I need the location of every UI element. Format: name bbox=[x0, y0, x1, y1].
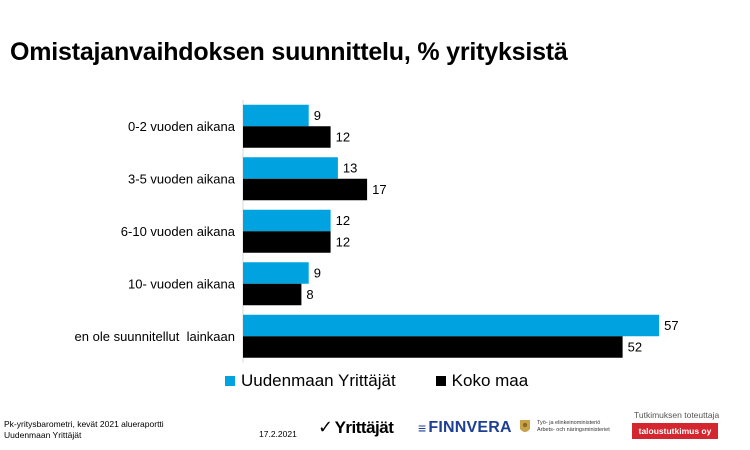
legend-label-uudenmaan: Uudenmaan Yrittäjät bbox=[241, 371, 396, 390]
chart-legend: Uudenmaan Yrittäjät Koko maa bbox=[225, 371, 528, 391]
yrittajat-mark-icon: ✓ bbox=[318, 417, 333, 437]
report-date: 17.2.2021 bbox=[259, 429, 297, 439]
bar-koko-maa bbox=[243, 178, 368, 201]
chart-title: Omistajanvaihdoksen suunnittelu, % yrity… bbox=[10, 38, 568, 66]
data-label-uudenmaan: 57 bbox=[664, 318, 678, 333]
legend-label-koko-maa: Koko maa bbox=[451, 371, 529, 390]
bar-uudenmaan bbox=[243, 209, 331, 232]
data-label-uudenmaan: 9 bbox=[314, 108, 321, 123]
bar-koko-maa bbox=[243, 126, 331, 148]
bar-uudenmaan bbox=[243, 262, 309, 284]
source-note: Pk-yritysbarometri, kevät 2021 aluerapor… bbox=[4, 419, 164, 441]
legend-item-uudenmaan: Uudenmaan Yrittäjät bbox=[225, 371, 396, 391]
category-label: 3-5 vuoden aikana bbox=[128, 171, 236, 186]
source-line-1: Pk-yritysbarometri, kevät 2021 aluerapor… bbox=[4, 419, 164, 429]
yrittajat-logo-text: Yrittäjät bbox=[334, 417, 394, 437]
yrittajat-logo: ✓ Yrittäjät bbox=[318, 417, 394, 438]
research-label: Tutkimuksen toteuttaja bbox=[634, 410, 720, 420]
category-label: 10- vuoden aikana bbox=[128, 276, 236, 291]
data-label-koko-maa: 52 bbox=[628, 340, 642, 355]
data-label-uudenmaan: 9 bbox=[314, 266, 321, 281]
data-label-koko-maa: 12 bbox=[336, 235, 350, 250]
bar-uudenmaan bbox=[243, 157, 338, 179]
source-line-2: Uudenmaan Yrittäjät bbox=[4, 430, 82, 440]
data-label-koko-maa: 8 bbox=[306, 287, 313, 302]
finnvera-logo-text: FINNVERA bbox=[428, 419, 512, 436]
bar-koko-maa bbox=[243, 231, 331, 253]
data-label-uudenmaan: 13 bbox=[343, 161, 357, 176]
data-label-koko-maa: 17 bbox=[372, 182, 386, 197]
legend-swatch-koko-maa bbox=[435, 376, 446, 386]
bar-koko-maa bbox=[243, 283, 302, 306]
bar-uudenmaan bbox=[243, 314, 660, 337]
legend-item-koko-maa: Koko maa bbox=[435, 371, 529, 391]
data-label-koko-maa: 12 bbox=[336, 130, 350, 145]
category-label: 6-10 vuoden aikana bbox=[121, 224, 236, 239]
finnvera-arrow-icon: ≡ bbox=[418, 420, 427, 436]
legend-swatch-uudenmaan bbox=[225, 376, 235, 386]
lion-crest-icon bbox=[520, 420, 530, 432]
data-label-uudenmaan: 12 bbox=[336, 213, 350, 228]
tem-logo: Työ- ja elinkeinoministeriö Arbets- och … bbox=[517, 418, 610, 436]
bar-koko-maa bbox=[243, 336, 623, 358]
tem-line-2: Arbets- och näringsministeriet bbox=[537, 427, 610, 433]
category-label: en ole suunnitellut lainkaan bbox=[75, 329, 235, 344]
taloustutkimus-logo: taloustutkimus oy bbox=[632, 423, 718, 439]
bar-uudenmaan bbox=[243, 104, 309, 127]
tem-line-1: Työ- ja elinkeinoministeriö bbox=[537, 420, 601, 426]
category-label: 0-2 vuoden aikana bbox=[128, 119, 236, 134]
finnvera-logo: ≡ FINNVERA bbox=[418, 419, 512, 437]
